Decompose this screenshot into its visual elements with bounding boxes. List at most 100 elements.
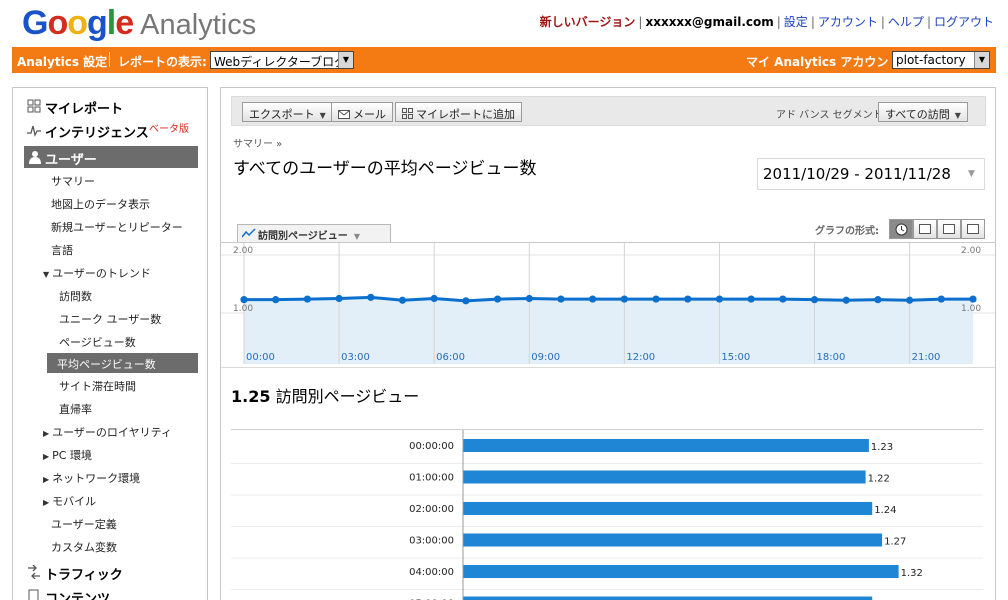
sidebar-item-label: トラフィック [45, 568, 123, 583]
data-point [398, 296, 407, 304]
data-point [620, 295, 628, 303]
report-view-select[interactable]: Webディレクターブログ ▼ [210, 51, 354, 69]
value-label: 1.23 [871, 442, 893, 453]
graph-format-label: グラフの形式: [815, 226, 879, 237]
breadcrumb[interactable]: サマリー » [233, 139, 283, 150]
sidebar-item-label: インテリジェンス [45, 126, 149, 141]
bar [463, 533, 883, 547]
chevron-down-icon: ▼ [319, 111, 326, 120]
category-label: 00:00:00 [409, 441, 454, 452]
date-range-value: 2011/10/29 - 2011/11/28 [763, 165, 951, 183]
value-label: 1.22 [868, 474, 890, 485]
email-button[interactable]: メール [331, 102, 393, 122]
export-button[interactable]: エクスポート ▼ [242, 102, 333, 122]
sidebar-nav: マイレポート インテリジェンス ベータ版 ユーザー サマリー 地図上のデータ表示 … [12, 87, 208, 600]
account-email: xxxxxx@gmail.com [645, 15, 774, 29]
data-point [906, 296, 914, 304]
y-tick-label: 2.00 [961, 246, 981, 256]
sidebar-item-users[interactable]: ユーザー [24, 146, 198, 168]
google-analytics-logo[interactable]: Google Analytics [22, 4, 256, 43]
value-label: 1.24 [874, 505, 896, 516]
sidebar-item-label: サイト滞在時間 [59, 380, 136, 393]
report-view-label: レポートの表示: [118, 55, 207, 69]
triangle-right-icon: ▶ [43, 452, 50, 461]
data-point [747, 295, 755, 303]
line-chart-icon [242, 228, 256, 238]
hourly-bar-chart-svg: 00:00:00 1.23 01:00:00 1.22 02:00:00 1.24 03:0… [231, 430, 983, 600]
data-point [684, 295, 692, 303]
x-tick-label: 18:00 [817, 352, 846, 363]
data-point [589, 295, 597, 303]
table-icon [919, 224, 931, 234]
data-point [430, 294, 438, 303]
bar [463, 439, 869, 452]
account-select[interactable]: plot-factory ▼ [892, 51, 990, 69]
timeline-chart-svg: 00:00 03:00 06:00 09:00 12:00 15:00 18:00 21:00… [221, 243, 995, 364]
data-point [525, 294, 533, 303]
grid-icon [402, 108, 413, 119]
data-point [367, 293, 375, 301]
graph-format-timeline-button[interactable] [889, 219, 913, 239]
list-icon [967, 224, 979, 234]
sidebar-item-label: モバイル [52, 495, 97, 508]
x-tick-label: 12:00 [626, 352, 655, 363]
category-label: 04:00:00 [409, 567, 454, 578]
series-line [244, 295, 973, 303]
report-view-value: Webディレクターブログ [214, 55, 347, 69]
y-tick-label: 1.00 [961, 304, 981, 314]
x-tick-label: 03:00 [341, 352, 370, 363]
value-label: 1.32 [901, 568, 923, 579]
sidebar-item-avg-pageviews[interactable]: 平均ページビュー数 [47, 353, 198, 373]
graph-format-list-button[interactable] [961, 219, 985, 239]
category-label: 02:00:00 [409, 504, 454, 515]
sidebar-item-label: 訪問数 [59, 290, 92, 303]
logo-analytics-text: Analytics [140, 9, 257, 41]
sidebar-group-label: ▼ ユーザーのトレンド [43, 265, 151, 281]
chevron-down-icon: ▼ [974, 52, 989, 68]
graph-format-bar-button[interactable] [937, 219, 961, 239]
triangle-down-icon: ▼ [43, 270, 50, 279]
sidebar-item-label: 言語 [51, 244, 73, 257]
metric-tab-pageviews-per-visit[interactable]: 訪問別ページビュー ▼ [237, 224, 391, 242]
sidebar-item-label: カスタム変数 [51, 541, 117, 554]
bar [463, 470, 866, 484]
new-version-link[interactable]: 新しいバージョン [539, 15, 636, 29]
bar-divider [109, 52, 110, 67]
clock-icon [895, 223, 908, 236]
sidebar-group-label: ▶ ネットワーク環境 [43, 470, 140, 486]
add-to-dashboard-label: マイレポートに追加 [416, 108, 515, 121]
advanced-segment-label: アド バンス セグメント: [776, 110, 887, 121]
triangle-right-icon: ▶ [43, 498, 50, 507]
settings-link[interactable]: 設定 [783, 15, 808, 29]
data-point [842, 296, 850, 304]
my-account-label: マイ Analytics アカウント: [746, 55, 906, 69]
hourly-bar-chart: 00:00:00 1.23 01:00:00 1.22 02:00:00 1.24 03:0… [231, 429, 983, 600]
account-bar: Analytics 設定 レポートの表示: Webディレクターブログ ▼ マイ … [12, 47, 996, 73]
sidebar-item-label: ネットワーク環境 [52, 472, 141, 485]
date-range-picker[interactable]: 2011/10/29 - 2011/11/28 ▼ [757, 158, 985, 190]
chevron-down-icon: ▼ [353, 232, 360, 241]
data-point [810, 296, 819, 304]
value-label: 1.27 [884, 537, 906, 548]
x-tick-label: 06:00 [436, 352, 465, 363]
sidebar-item-label: ユーザー [45, 153, 97, 168]
data-point [493, 295, 502, 303]
add-to-dashboard-button[interactable]: マイレポートに追加 [395, 102, 522, 122]
sidebar-item-label: ユーザー定義 [51, 518, 117, 531]
help-link[interactable]: ヘルプ [887, 15, 924, 29]
analytics-settings-link[interactable]: Analytics 設定 [17, 55, 108, 69]
sidebar-item-label: ユーザーのトレンド [52, 267, 151, 280]
advanced-segment-select[interactable]: すべての訪問 ▼ [878, 102, 968, 122]
x-tick-label: 09:00 [531, 352, 560, 363]
chevron-down-icon: ▼ [954, 111, 961, 120]
bar-list-icon [943, 224, 955, 234]
account-link[interactable]: アカウント [817, 15, 878, 29]
logout-link[interactable]: ログアウト [933, 15, 994, 29]
data-point [652, 295, 660, 303]
data-point [303, 295, 311, 303]
category-label: 03:00:00 [409, 536, 454, 547]
y-tick-label: 2.00 [233, 246, 253, 256]
beta-badge: ベータ版 [149, 124, 189, 135]
traffic-arrows-icon [28, 565, 40, 579]
graph-format-table-button[interactable] [913, 219, 937, 239]
